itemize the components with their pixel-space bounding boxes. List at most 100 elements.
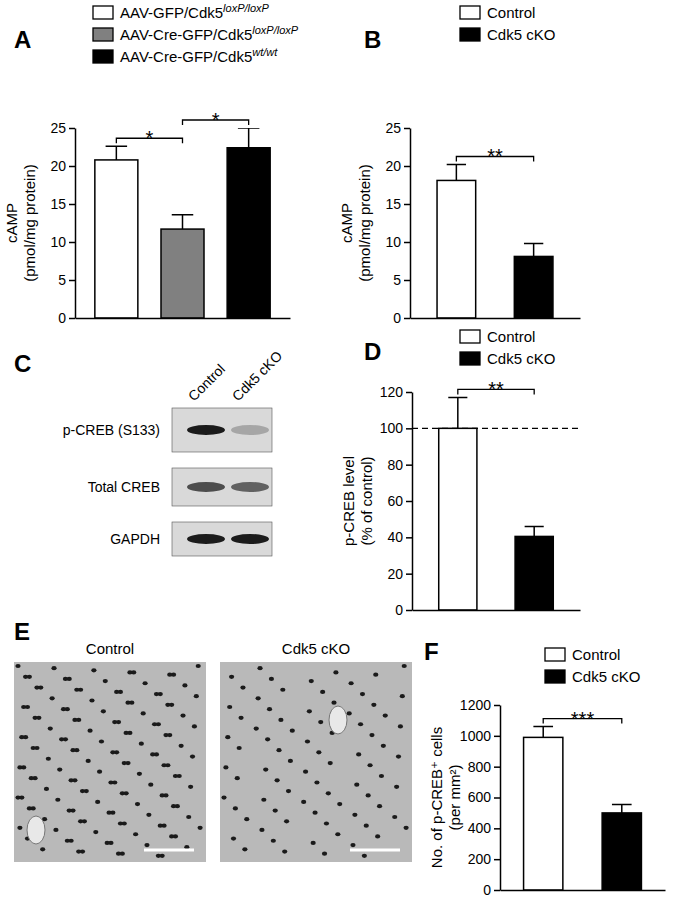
figure: 0510152025cAMP(pmol/mg protein)**AAV-GFP… [0, 0, 678, 899]
cell-texture [221, 664, 408, 858]
stained-cell [48, 726, 53, 730]
stained-cell [29, 776, 34, 780]
stained-cell [32, 716, 37, 720]
y-tick-label: 0 [393, 310, 401, 326]
stained-cell [15, 795, 20, 799]
stained-cell [235, 776, 240, 780]
stained-cell [318, 720, 323, 724]
stained-cell [261, 798, 266, 802]
stained-cell [180, 714, 185, 718]
legend-label: Control [572, 646, 620, 663]
stained-cell [198, 826, 203, 830]
stained-cell [271, 839, 276, 843]
stained-cell [288, 759, 293, 763]
stained-cell [324, 821, 329, 825]
y-tick: 200 [468, 851, 500, 867]
stained-cell [23, 675, 28, 679]
stained-cell [364, 824, 369, 828]
stained-cell [15, 664, 20, 668]
stained-cell [34, 685, 39, 689]
stained-cell [360, 692, 365, 696]
bar [437, 180, 476, 318]
significance-label: *** [571, 708, 595, 730]
legend: Control Cdk5 cKO [545, 646, 640, 685]
x-axis-line [413, 610, 581, 612]
legend: ControlCdk5 cKO [460, 328, 555, 367]
stained-cell [367, 763, 372, 767]
stained-cell [284, 819, 289, 823]
stained-cell [179, 744, 184, 748]
stained-cell [106, 811, 111, 815]
blot-band [231, 425, 269, 435]
stained-cell [259, 828, 264, 832]
stained-cell [379, 774, 384, 778]
y-tick-label: 10 [50, 234, 66, 250]
y-tick-label: 1000 [460, 728, 491, 744]
micrograph [14, 662, 206, 862]
stained-cell [17, 765, 22, 769]
stained-cell [150, 752, 155, 756]
y-tick: 400 [468, 820, 500, 836]
y-tick-mark [404, 204, 410, 206]
legend-label: Cdk5 cKO [572, 668, 640, 685]
stained-cell [137, 772, 142, 776]
stained-cell [55, 798, 60, 802]
stained-cell [46, 757, 51, 761]
stained-cell [402, 664, 407, 668]
y-tick-label: 120 [380, 384, 404, 400]
blot-band [187, 482, 225, 492]
stained-cell [87, 729, 92, 733]
legend-label-main: Cdk5 cKO [487, 26, 555, 43]
panel-letter: F [424, 638, 439, 665]
y-tick-mark [406, 428, 412, 430]
y-tick-label: 80 [387, 457, 403, 473]
stained-cell [188, 785, 193, 789]
blot-band [187, 425, 225, 435]
stained-cell [120, 791, 125, 795]
legend-label: AAV-GFP/Cdk5loxP/loxP [120, 2, 270, 21]
y-tick-mark [494, 766, 500, 768]
image-title: Cdk5 cKO [282, 640, 350, 657]
y-tick: 20 [385, 158, 410, 174]
bar [161, 229, 204, 318]
stained-cell [99, 739, 104, 743]
legend-label-main: Control [487, 4, 535, 21]
y-tick: 600 [468, 789, 500, 805]
stained-cell [101, 709, 106, 713]
legend-swatch [460, 6, 480, 19]
stained-cell [146, 813, 151, 817]
micrograph [220, 662, 412, 862]
chart-panel: 0510152025cAMP(pmol/mg protein)**AAV-GFP… [3, 2, 299, 326]
stained-cell [373, 673, 378, 677]
stained-cell [275, 778, 280, 782]
legend: Control Cdk5 cKO [460, 4, 555, 43]
y-axis: 020040060080010001200 [460, 697, 501, 898]
y-tick-label: 600 [468, 789, 492, 805]
legend-label-main: Cdk5 cKO [572, 668, 640, 685]
row-label: p-CREB (S133) [63, 422, 160, 438]
stained-cell [65, 839, 70, 843]
y-tick: 100 [380, 420, 412, 436]
stained-cell [320, 690, 325, 694]
stained-cell [78, 819, 83, 823]
stained-cell [404, 826, 409, 830]
x-axis-line [411, 318, 581, 320]
scale-bar [350, 849, 400, 852]
stained-cell [381, 744, 386, 748]
error-bar [448, 397, 467, 428]
chart-panel: 0510152025cAMP(pmol/mg protein)**Control… [338, 4, 581, 326]
stained-cell [124, 731, 129, 735]
stained-cell [398, 724, 403, 728]
stained-cell [227, 705, 232, 709]
legend-label-main: AAV-Cre-GFP/Cdk5 [120, 48, 252, 65]
reference-line [412, 428, 580, 429]
stained-cell [375, 834, 380, 838]
y-tick-label: 5 [393, 272, 401, 288]
legend-swatch [545, 648, 565, 661]
y-tick-mark [404, 166, 410, 168]
significance-label: ** [488, 378, 504, 400]
bar [439, 428, 477, 610]
stained-cell [221, 795, 226, 799]
stained-cell [244, 817, 249, 821]
x-axis [76, 318, 291, 320]
